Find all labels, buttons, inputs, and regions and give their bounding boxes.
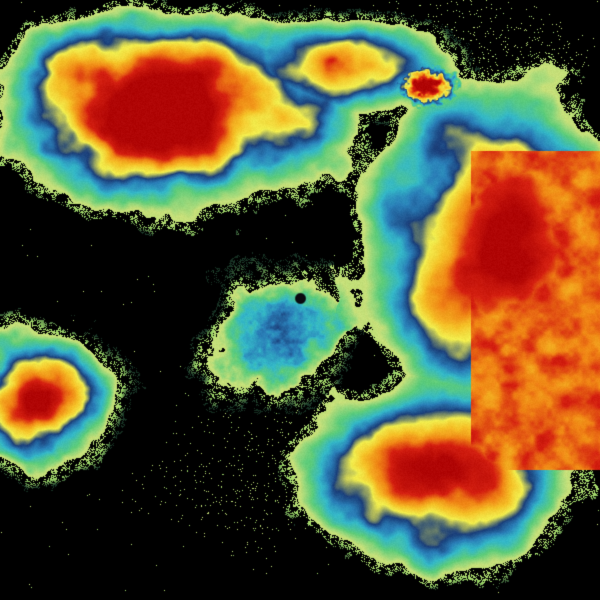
- radar-image-viewport[interactable]: [0, 0, 600, 600]
- radar-reflectivity-raster: [0, 0, 600, 600]
